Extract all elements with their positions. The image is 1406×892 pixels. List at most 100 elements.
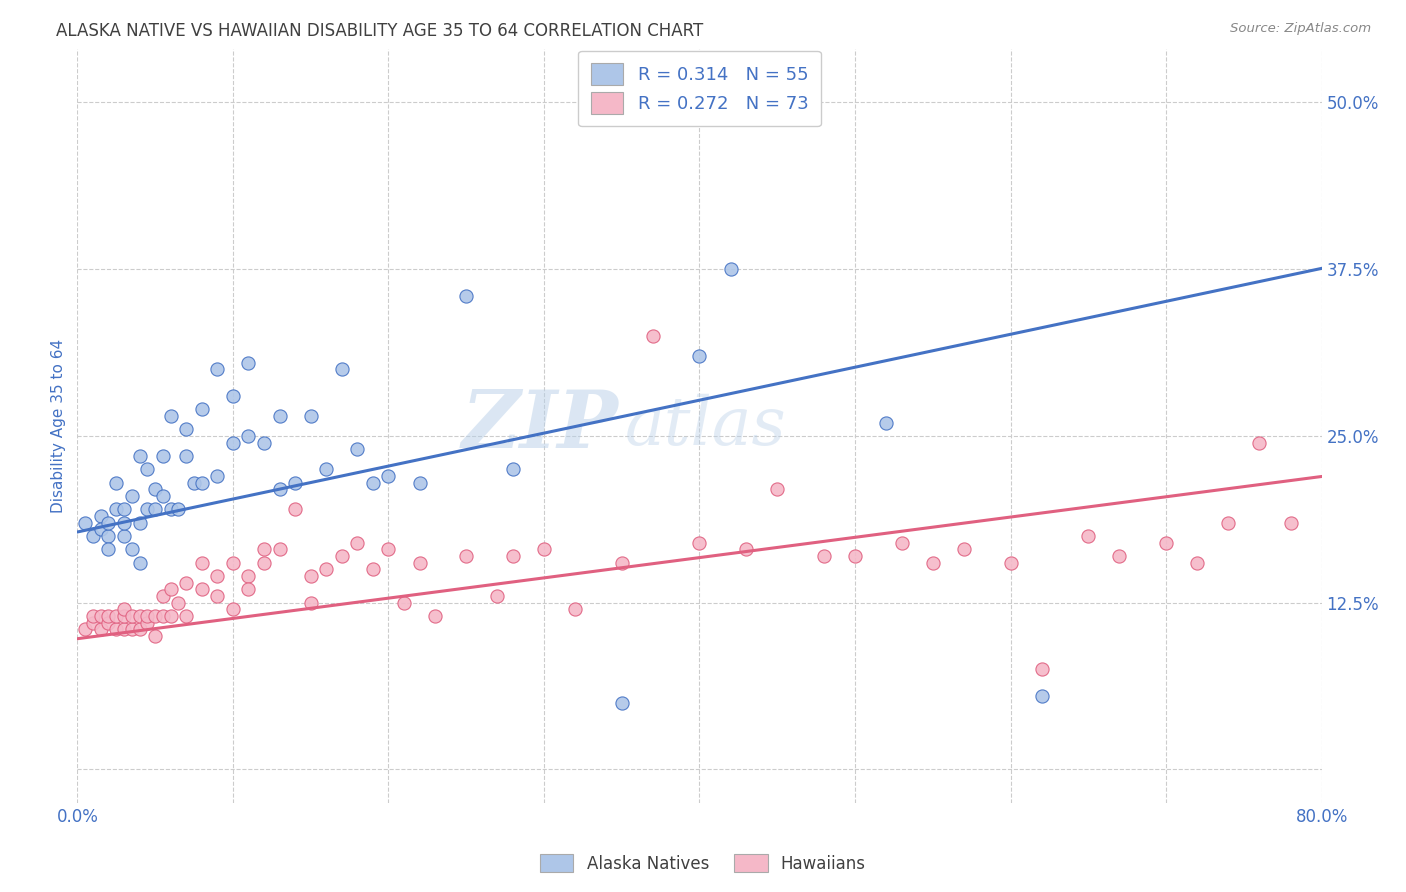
Point xyxy=(1218,516,1240,530)
Point xyxy=(136,615,159,630)
Point xyxy=(121,489,143,503)
Point xyxy=(486,589,509,603)
Point xyxy=(408,556,430,570)
Point xyxy=(1077,529,1099,543)
Point xyxy=(921,556,943,570)
Point xyxy=(253,556,276,570)
Point xyxy=(1279,516,1302,530)
Point xyxy=(82,529,104,543)
Point xyxy=(136,502,159,516)
Point xyxy=(143,629,166,643)
Point xyxy=(152,609,174,624)
Point xyxy=(269,409,291,423)
Point xyxy=(253,542,276,557)
Text: ALASKA NATIVE VS HAWAIIAN DISABILITY AGE 35 TO 64 CORRELATION CHART: ALASKA NATIVE VS HAWAIIAN DISABILITY AGE… xyxy=(56,22,703,40)
Point xyxy=(238,355,260,369)
Point xyxy=(875,416,897,430)
Point xyxy=(112,516,135,530)
Point xyxy=(456,289,478,303)
Point xyxy=(128,516,150,530)
Point xyxy=(346,535,368,549)
Point xyxy=(136,462,159,476)
Point xyxy=(423,609,446,624)
Point xyxy=(112,609,135,624)
Point xyxy=(143,609,166,624)
Point xyxy=(97,529,120,543)
Point xyxy=(152,449,174,463)
Point xyxy=(222,556,245,570)
Point xyxy=(191,402,214,417)
Point xyxy=(105,475,128,490)
Point xyxy=(564,602,586,616)
Point xyxy=(136,609,159,624)
Text: Source: ZipAtlas.com: Source: ZipAtlas.com xyxy=(1230,22,1371,36)
Point xyxy=(253,435,276,450)
Point xyxy=(97,615,120,630)
Point xyxy=(112,602,135,616)
Point xyxy=(97,609,120,624)
Point xyxy=(377,542,399,557)
Point xyxy=(641,329,664,343)
Point xyxy=(299,569,322,583)
Point xyxy=(90,623,112,637)
Point xyxy=(1249,435,1271,450)
Point xyxy=(128,623,150,637)
Point xyxy=(813,549,835,563)
Point xyxy=(174,609,197,624)
Point xyxy=(191,582,214,597)
Point xyxy=(174,449,197,463)
Point xyxy=(121,609,143,624)
Point xyxy=(128,449,150,463)
Legend: Alaska Natives, Hawaiians: Alaska Natives, Hawaiians xyxy=(533,847,873,880)
Point xyxy=(502,549,524,563)
Point xyxy=(75,516,97,530)
Point xyxy=(238,582,260,597)
Point xyxy=(766,483,789,497)
Point xyxy=(105,609,128,624)
Point xyxy=(159,609,181,624)
Point xyxy=(408,475,430,490)
Point xyxy=(953,542,976,557)
Point xyxy=(128,609,150,624)
Point xyxy=(97,542,120,557)
Point xyxy=(269,542,291,557)
Point xyxy=(152,489,174,503)
Point xyxy=(121,542,143,557)
Point xyxy=(105,502,128,516)
Point xyxy=(207,362,229,376)
Point xyxy=(720,262,742,277)
Point xyxy=(112,529,135,543)
Point xyxy=(1154,535,1177,549)
Point xyxy=(152,589,174,603)
Point xyxy=(207,469,229,483)
Point xyxy=(143,502,166,516)
Point xyxy=(90,609,112,624)
Point xyxy=(533,542,555,557)
Point xyxy=(112,502,135,516)
Point xyxy=(502,462,524,476)
Point xyxy=(90,508,112,523)
Point xyxy=(844,549,866,563)
Point xyxy=(456,549,478,563)
Point xyxy=(735,542,758,557)
Point xyxy=(222,435,245,450)
Legend: R = 0.314   N = 55, R = 0.272   N = 73: R = 0.314 N = 55, R = 0.272 N = 73 xyxy=(578,51,821,126)
Point xyxy=(207,569,229,583)
Point xyxy=(191,556,214,570)
Point xyxy=(1031,662,1053,676)
Point xyxy=(121,623,143,637)
Text: atlas: atlas xyxy=(624,393,786,458)
Point xyxy=(167,502,190,516)
Point xyxy=(1108,549,1130,563)
Point xyxy=(143,483,166,497)
Point xyxy=(174,575,197,590)
Point xyxy=(269,483,291,497)
Point xyxy=(299,596,322,610)
Point xyxy=(191,475,214,490)
Point xyxy=(82,615,104,630)
Point xyxy=(1000,556,1022,570)
Point xyxy=(222,602,245,616)
Point xyxy=(238,429,260,443)
Point xyxy=(159,409,181,423)
Point xyxy=(159,502,181,516)
